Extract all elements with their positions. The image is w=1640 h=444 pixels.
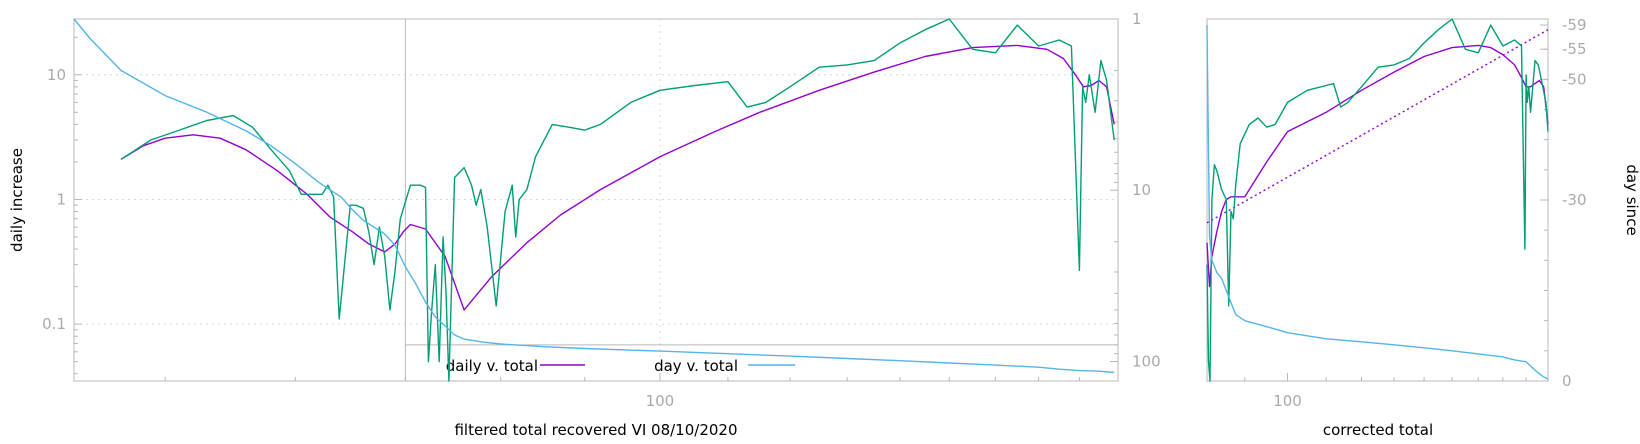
legend-label-day: day v. total <box>654 357 738 375</box>
y2-tick-label: 1 <box>1132 10 1142 28</box>
y-tick-label: 1 <box>56 190 66 208</box>
main-plot-frame <box>73 18 1119 382</box>
y2-tick-label: -55 <box>1562 40 1587 58</box>
main-series-day-2 <box>73 18 1115 374</box>
y2-tick-label: -30 <box>1562 191 1587 209</box>
side-plot-frame <box>1206 18 1549 382</box>
y2-tick-label: -59 <box>1562 16 1587 34</box>
main-series-raw-1 <box>120 18 1115 382</box>
side-series-day-3 <box>1206 24 1549 380</box>
legend-label-daily: daily v. total <box>446 357 538 375</box>
x-tick-label: 100 <box>646 392 675 410</box>
y2-tick-label: -50 <box>1562 70 1587 88</box>
main-series-daily-0 <box>120 44 1115 311</box>
side-series-daily-1 <box>1206 29 1549 224</box>
y2-tick-label: 10 <box>1132 181 1151 199</box>
side-y2-axis-title: day since <box>1623 164 1640 235</box>
main-x-axis-title: filtered total recovered VI 08/10/2020 <box>454 421 737 439</box>
main-y-axis-title: daily increase <box>8 148 26 252</box>
y2-tick-label: 0 <box>1562 372 1572 390</box>
y-tick-label: 0.1 <box>42 315 66 333</box>
y-tick-label: 10 <box>47 66 66 84</box>
chart-marks: 0.1 1 10 100 1 10 100 100 -59 -55 -50 -30 0 <box>42 10 1586 410</box>
x-tick-label: 100 <box>1273 392 1302 410</box>
side-series-daily-0 <box>1206 44 1549 288</box>
chart-legend: daily v. total day v. total <box>446 357 795 375</box>
y2-tick-label: 100 <box>1132 352 1161 370</box>
side-x-axis-title: corrected total <box>1323 421 1433 439</box>
side-series-raw-2 <box>1206 18 1549 382</box>
